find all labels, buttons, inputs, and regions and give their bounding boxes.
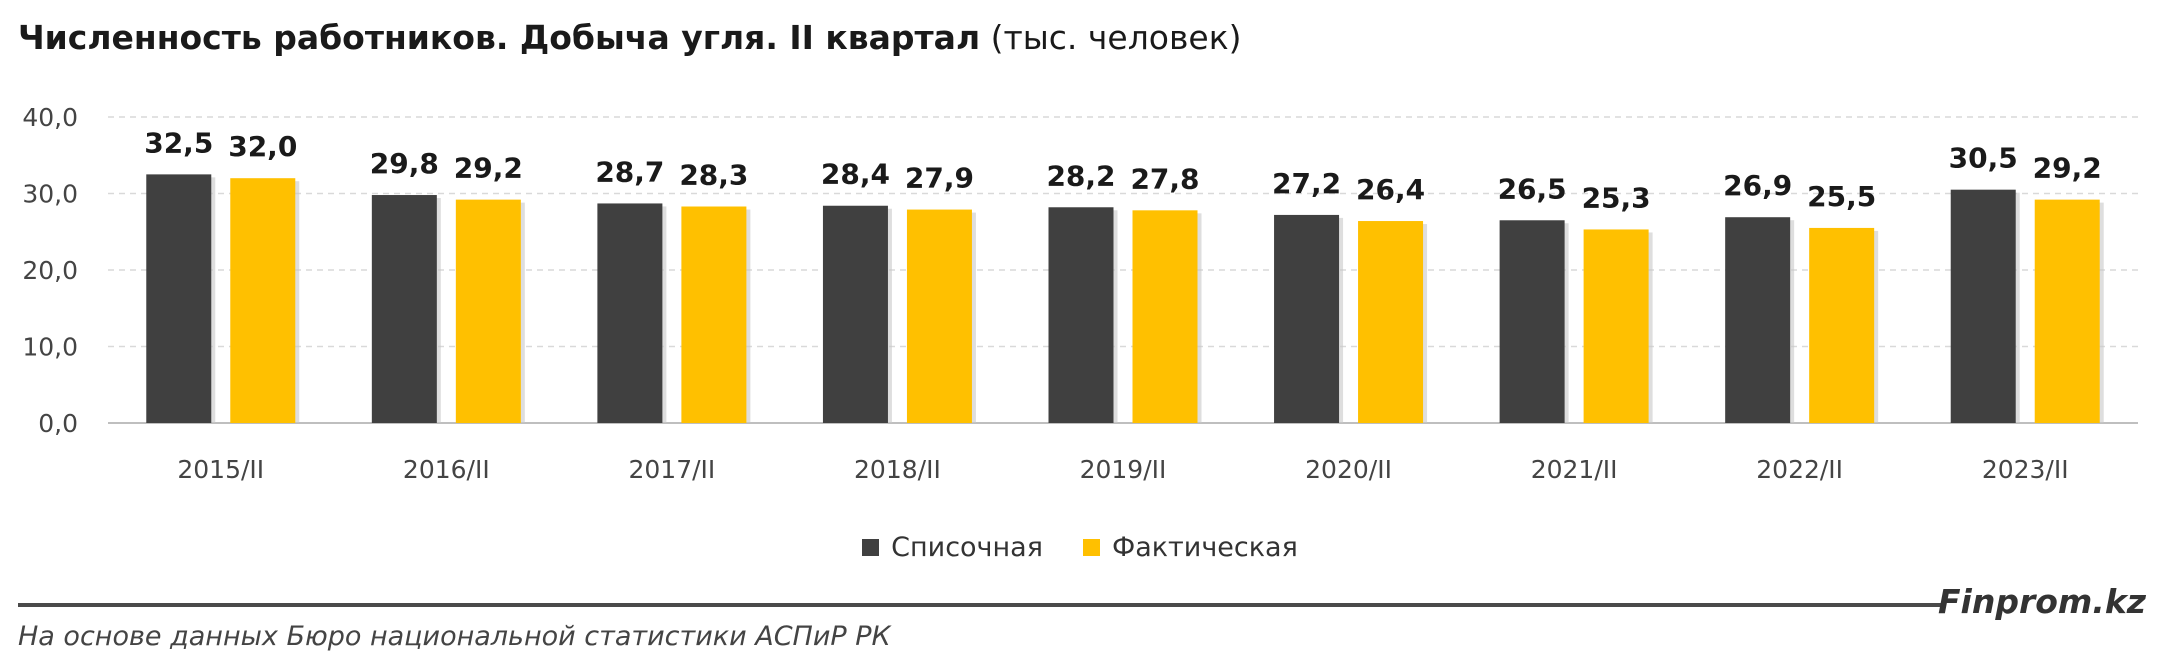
x-tick-label: 2019/II [1080,455,1167,484]
bar-spisochnaya [146,174,212,423]
data-label: 29,8 [370,147,439,180]
bar-chart: 32,5 32,0 29,8 29,2 28,7 28,3 28,4 27,9 28,2 27,8… [22,103,2138,484]
bar-fakticheskaya [2034,199,2100,423]
bar-fakticheskaya [906,209,972,423]
data-label: 32,0 [228,130,297,163]
data-label: 26,4 [1356,173,1425,206]
chart-title-unit: (тыс. человек) [990,18,1242,57]
legend-label-fakticheskaya: Фактическая [1111,532,1298,563]
x-tick-label: 2020/II [1305,455,1392,484]
data-label: 29,2 [454,152,523,185]
data-label: 29,2 [2033,152,2102,185]
data-label: 27,8 [1130,162,1199,195]
bar-fakticheskaya [230,178,296,423]
source-note: На основе данных Бюро национальной стати… [18,621,891,652]
x-tick-label: 2022/II [1756,455,1843,484]
legend: Списочная Фактическая [0,532,2160,563]
data-label: 25,3 [1582,181,1651,214]
chart-title: Численность работников. Добыча угля. II … [18,18,1242,57]
legend-swatch-fakticheskaya [1082,539,1100,556]
brand-logo-text: Finprom.kz [1938,582,2146,621]
bar-spisochnaya [822,205,888,423]
data-label: 28,3 [679,159,748,192]
data-label: 27,2 [1272,167,1341,200]
bar-spisochnaya [1048,207,1114,423]
x-tick-label: 2015/II [177,455,264,484]
data-label: 30,5 [1949,142,2018,175]
bar-spisochnaya [371,195,437,423]
legend-item-spisochnaya: Списочная [862,532,1043,563]
x-tick-label: 2016/II [403,455,490,484]
chart-title-main: Численность работников. Добыча угля. II … [18,18,981,57]
bar-fakticheskaya [1583,229,1649,423]
data-label: 28,2 [1046,159,1115,192]
y-tick-label: 20,0 [22,256,78,285]
data-label: 27,9 [905,162,974,195]
data-label: 26,9 [1723,169,1792,202]
legend-item-fakticheskaya: Фактическая [1082,532,1298,563]
bar-spisochnaya [1725,217,1791,423]
data-label: 32,5 [144,126,213,159]
data-label: 28,4 [821,158,890,191]
x-tick-label: 2021/II [1531,455,1618,484]
bar-spisochnaya [597,203,663,423]
x-tick-label: 2018/II [854,455,941,484]
bar-spisochnaya [1950,189,2016,423]
y-tick-label: 0,0 [38,409,78,438]
bar-fakticheskaya [1132,210,1198,423]
legend-swatch-spisochnaya [862,539,880,556]
data-label: 26,5 [1498,172,1567,205]
data-label: 28,7 [595,155,664,188]
bar-fakticheskaya [1358,221,1424,423]
bar-fakticheskaya [1809,227,1875,423]
legend-label-spisochnaya: Списочная [891,532,1043,563]
bar-spisochnaya [1499,220,1565,423]
y-tick-label: 30,0 [22,180,78,209]
data-label: 25,5 [1807,180,1876,213]
x-tick-label: 2017/II [628,455,715,484]
footer-divider [18,603,1943,607]
bar-fakticheskaya [681,206,747,423]
y-tick-label: 40,0 [22,103,78,132]
x-tick-label: 2023/II [1982,455,2069,484]
bar-spisochnaya [1274,214,1340,423]
y-tick-label: 10,0 [22,333,78,362]
bar-fakticheskaya [455,199,521,423]
